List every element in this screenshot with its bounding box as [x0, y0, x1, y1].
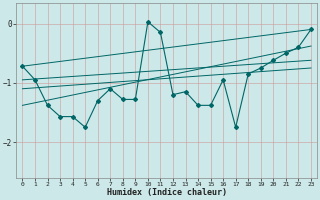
X-axis label: Humidex (Indice chaleur): Humidex (Indice chaleur): [107, 188, 227, 197]
